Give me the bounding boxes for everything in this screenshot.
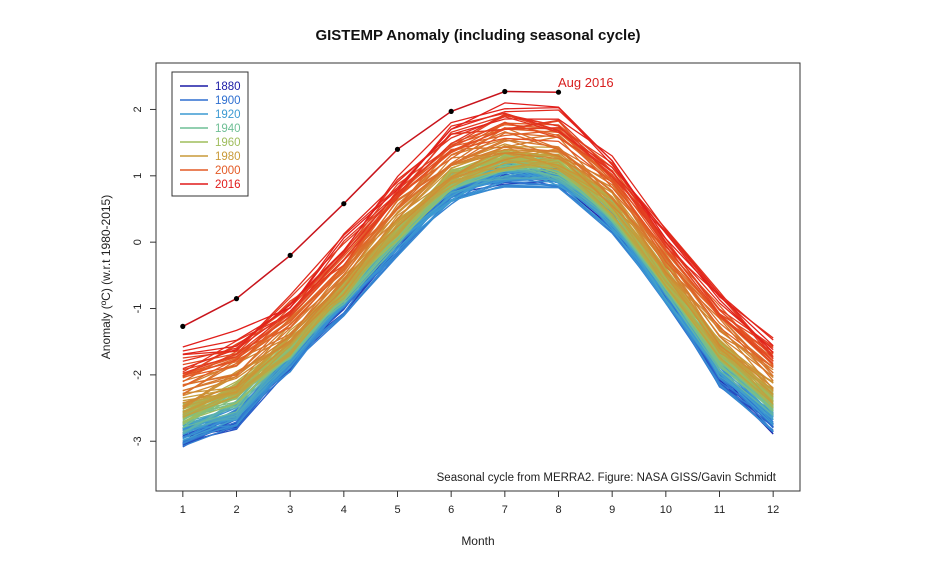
- legend-label-1940: 1940: [215, 123, 241, 135]
- x-tick-label-9: 9: [609, 504, 615, 516]
- legend-label-2000: 2000: [215, 165, 241, 177]
- series-line-2007: [182, 119, 774, 359]
- source-annotation: Seasonal cycle from MERRA2. Figure: NASA…: [437, 472, 777, 484]
- x-tick-label-12: 12: [767, 504, 779, 516]
- y-tick-label-2: 2: [132, 106, 144, 112]
- legend: 1880 1900 1920 1940 1960 1980 2000 2016: [171, 71, 249, 197]
- series-group: [182, 102, 774, 448]
- series-line-2008: [182, 114, 774, 375]
- series-line-1992: [182, 133, 774, 396]
- x-tick-label-8: 8: [555, 504, 561, 516]
- x-tick-label-10: 10: [660, 504, 672, 516]
- x-tick-label-7: 7: [502, 504, 508, 516]
- x-tick-label-5: 5: [394, 504, 400, 516]
- legend-box: [171, 71, 249, 197]
- highlight-series-group: [180, 88, 562, 329]
- y-axis-label: Anomaly (ºC) (w.r.t 1980-2015): [99, 195, 113, 359]
- highlight-point-month-8: [555, 89, 562, 95]
- highlight-point-month-5: [394, 146, 401, 152]
- plot-frame: [155, 62, 801, 492]
- series-line-1974: [182, 161, 774, 407]
- legend-label-1900: 1900: [215, 95, 241, 107]
- highlight-point-month-4: [341, 201, 347, 207]
- y-tick-label--2: -2: [132, 370, 144, 380]
- series-line-1999: [182, 124, 774, 387]
- y-tick-label--1: -1: [132, 304, 144, 314]
- x-axis-label: Month: [461, 534, 494, 548]
- highlight-annotation: Aug 2016: [558, 75, 614, 90]
- x-tick-label-11: 11: [714, 504, 725, 516]
- series-line-2012: [182, 109, 774, 356]
- series-line-1983: [182, 147, 774, 410]
- series-line-1982: [182, 143, 774, 395]
- legend-label-1920: 1920: [215, 109, 241, 121]
- legend-label-1960: 1960: [215, 137, 241, 149]
- y-tick-label--3: -3: [132, 436, 144, 446]
- y-tick-label-1: 1: [132, 173, 144, 179]
- series-line-2015: [182, 102, 774, 348]
- highlight-point-month-2: [233, 296, 240, 302]
- highlight-point-month-3: [287, 252, 293, 258]
- x-tick-label-4: 4: [341, 504, 347, 516]
- y-axis: -3 -2 -1 0 1 2: [132, 106, 156, 446]
- x-tick-label-2: 2: [233, 504, 239, 516]
- y-tick-label-0: 0: [132, 239, 144, 245]
- legend-label-1980: 1980: [215, 151, 241, 163]
- series-line-1988: [182, 138, 774, 386]
- x-tick-label-3: 3: [287, 504, 293, 516]
- legend-label-2016: 2016: [215, 179, 241, 191]
- highlight-point-month-1: [180, 323, 186, 329]
- highlight-line-2016: [182, 90, 559, 328]
- x-tick-label-1: 1: [180, 504, 186, 516]
- series-line-1986: [182, 149, 774, 397]
- legend-label-1880: 1880: [215, 81, 241, 93]
- highlight-point-month-7: [502, 88, 508, 95]
- x-tick-label-6: 6: [448, 504, 454, 516]
- series-line-2011: [182, 112, 774, 370]
- series-line-2013: [182, 118, 774, 352]
- x-axis: 1 2 3 4 5 6 7 8 9 10 11 12: [180, 491, 779, 516]
- chart-title: GISTEMP Anomaly (including seasonal cycl…: [315, 27, 640, 44]
- highlight-point-month-6: [448, 108, 454, 114]
